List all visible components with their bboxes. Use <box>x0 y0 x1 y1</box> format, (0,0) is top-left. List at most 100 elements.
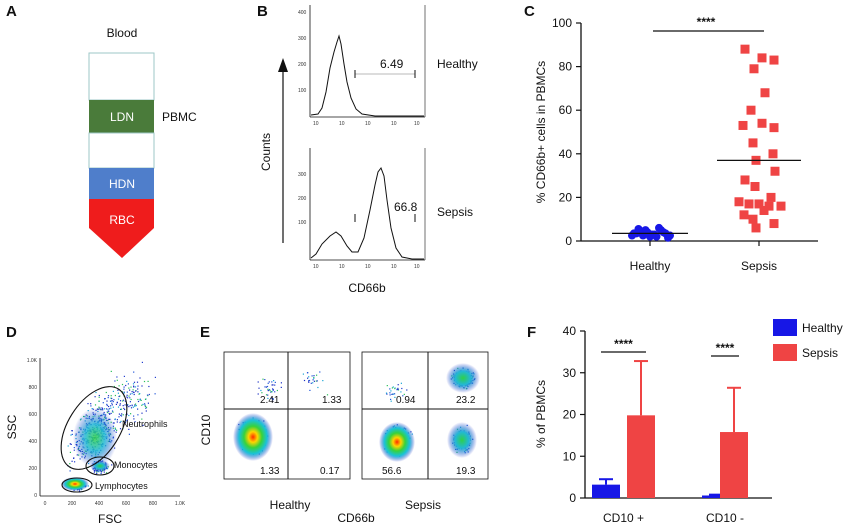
event-dot <box>126 394 128 396</box>
event-dot <box>126 396 128 398</box>
event-dot <box>107 395 110 397</box>
monocyte-density <box>90 460 110 472</box>
event-dot <box>133 415 135 417</box>
cd10-label: CD10 <box>199 414 213 445</box>
event-dot <box>90 403 92 405</box>
event-dot <box>137 388 139 390</box>
f-significance: **** <box>614 337 633 351</box>
hdn-layer <box>89 168 154 199</box>
event-dot <box>90 405 92 407</box>
f-ytick-label: 10 <box>563 449 577 463</box>
event-dot <box>386 385 388 387</box>
event-dot <box>260 389 262 392</box>
event-dot <box>128 414 130 417</box>
event-dot <box>394 396 396 398</box>
f-legend-label: Sepsis <box>802 346 838 360</box>
event-dot <box>78 490 81 492</box>
monocytes-label: Monocytes <box>114 460 158 470</box>
event-dot <box>267 388 269 390</box>
event-dot <box>108 408 110 410</box>
sepsis-density-lr <box>447 422 477 458</box>
event-dot <box>134 405 136 407</box>
event-dot <box>312 379 314 381</box>
lymphocyte-density <box>61 477 89 491</box>
sepsis-q-lr: 19.3 <box>456 466 476 477</box>
sepsis-point <box>748 214 758 224</box>
blood-title: Blood <box>107 26 138 40</box>
event-dot <box>311 375 313 377</box>
event-dot <box>315 380 317 382</box>
f-bar-sepsis <box>720 432 748 498</box>
event-dot <box>133 386 135 388</box>
sepsis-q-ur: 23.2 <box>456 395 476 406</box>
event-dot <box>307 377 309 379</box>
sepsis-q-ll: 56.6 <box>382 466 402 477</box>
event-dot <box>141 418 143 420</box>
event-dot <box>110 400 112 402</box>
event-dot <box>397 384 399 386</box>
healthy-q-ur: 1.33 <box>322 395 342 406</box>
event-dot <box>71 430 73 432</box>
event-dot <box>148 385 150 388</box>
event-dot <box>394 388 396 390</box>
event-dot <box>112 401 114 403</box>
event-dot <box>134 386 137 388</box>
svg-text:100: 100 <box>298 88 307 94</box>
event-dot <box>99 407 101 409</box>
cd10-plot-sepsis: 0.94 23.2 56.6 19.3 Sepsis <box>361 351 489 512</box>
event-dot <box>71 460 73 462</box>
event-dot <box>130 407 133 409</box>
event-dot <box>121 413 123 415</box>
event-dot <box>265 394 268 396</box>
event-dot <box>274 381 276 383</box>
d-xtick-label: 1.0K <box>175 501 186 507</box>
event-dot <box>87 403 89 405</box>
healthy-point <box>652 232 661 241</box>
panel-e: E CD10 2.41 1.33 1.33 0.17 Healthy 0.94 … <box>199 324 489 525</box>
cd10-plot-healthy: 2.41 1.33 1.33 0.17 Healthy <box>223 351 351 512</box>
event-dot <box>108 412 110 415</box>
event-dot <box>134 404 136 406</box>
event-dot <box>397 388 399 390</box>
event-dot <box>131 393 133 395</box>
event-dot <box>313 377 315 379</box>
event-dot <box>120 414 122 416</box>
svg-text:200: 200 <box>298 196 307 202</box>
event-dot <box>109 413 111 415</box>
d-xtick-label: 600 <box>122 501 131 507</box>
sepsis-point <box>776 201 786 211</box>
event-dot <box>98 394 100 397</box>
histogram-sepsis: 300 200 100 10 10 10 10 10 66.8 Sepsis <box>298 148 473 270</box>
event-dot <box>394 393 396 395</box>
event-dot <box>391 393 393 395</box>
f-xtick-label: CD10 + <box>603 511 644 525</box>
event-dot <box>137 414 139 416</box>
svg-text:200: 200 <box>298 62 307 68</box>
event-dot <box>267 397 269 399</box>
sepsis-point <box>740 44 750 54</box>
event-dot <box>98 400 100 402</box>
histogram-healthy: 400 300 200 100 10 10 10 10 10 6.49 Heal… <box>298 5 478 127</box>
arrow-head-icon <box>278 58 288 72</box>
event-dot <box>128 428 130 430</box>
f-ytick-label: 40 <box>563 324 577 338</box>
event-dot <box>317 386 319 389</box>
event-dot <box>138 393 140 395</box>
event-dot <box>126 404 129 406</box>
event-dot <box>302 373 304 375</box>
panel-f: F 0 10 20 30 40 % of PBMCs CD10 + **** CD10 - ***… <box>527 319 843 525</box>
event-dot <box>118 385 120 387</box>
event-dot <box>147 380 149 382</box>
svg-text:300: 300 <box>298 172 307 178</box>
event-dot <box>73 457 75 459</box>
event-dot <box>125 384 127 387</box>
panel-a: A Blood LDN HDN RBC PBMC <box>6 3 197 258</box>
sepsis-point <box>746 105 756 115</box>
event-dot <box>392 393 394 395</box>
svg-text:10: 10 <box>391 264 397 270</box>
event-dot <box>267 382 269 384</box>
event-dot <box>139 377 141 379</box>
event-dot <box>135 405 137 407</box>
event-dot <box>390 398 392 400</box>
d-yticks: 1.0K 800 600 400 200 0 <box>27 358 38 499</box>
